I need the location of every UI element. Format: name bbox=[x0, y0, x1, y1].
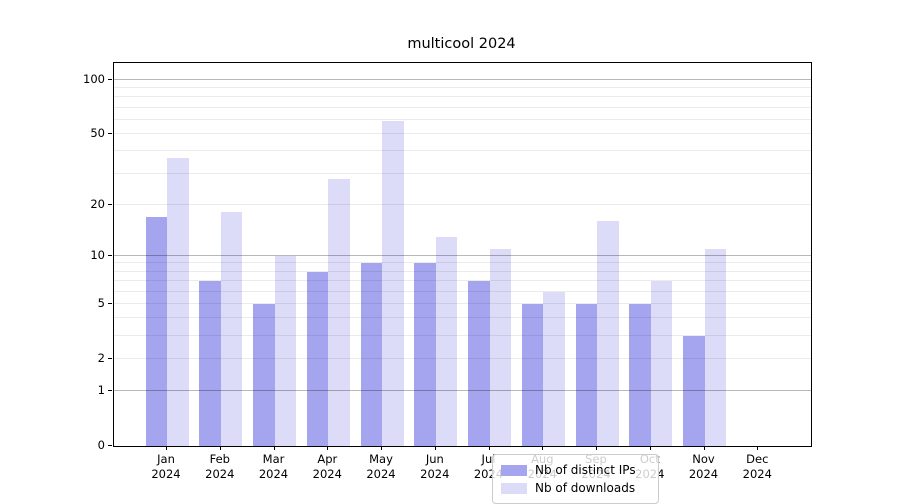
bar-feb-downloads bbox=[220, 212, 243, 446]
gridline-5 bbox=[114, 302, 811, 304]
gridline-1 bbox=[114, 390, 811, 391]
gridline-40 bbox=[114, 150, 811, 152]
x-tick-mark bbox=[703, 446, 705, 450]
y-tick-label-5: 5 bbox=[97, 295, 105, 310]
gridline-8 bbox=[114, 270, 811, 272]
legend-swatch-downloads bbox=[501, 482, 527, 494]
y-tick-label-0: 0 bbox=[97, 438, 105, 452]
gridline-7 bbox=[114, 280, 811, 282]
bar-apr-distinct-ips bbox=[306, 271, 329, 446]
gridline-4 bbox=[114, 317, 811, 319]
bar-mar-distinct-ips bbox=[253, 303, 275, 446]
bar-jan-downloads bbox=[167, 157, 189, 446]
gridline-70 bbox=[114, 106, 811, 108]
y-tick-mark bbox=[108, 203, 112, 205]
gridline-3 bbox=[114, 335, 811, 336]
bar-jul-distinct-ips bbox=[468, 281, 490, 446]
x-tick-mark bbox=[381, 446, 383, 450]
bars-layer bbox=[114, 63, 811, 446]
plot-area: Nb of distinct IPs Nb of downloads bbox=[113, 62, 812, 504]
x-tick-mark bbox=[757, 446, 759, 450]
x-tick-mark bbox=[596, 446, 598, 450]
x-tick-label-feb: Feb 2024 bbox=[205, 452, 235, 481]
bar-jul-downloads bbox=[489, 248, 511, 446]
legend-label-downloads: Nb of downloads bbox=[535, 481, 636, 495]
y-tick-label-20: 20 bbox=[90, 196, 105, 211]
bar-jun-distinct-ips bbox=[414, 263, 436, 446]
y-tick-mark bbox=[108, 78, 112, 81]
gridline-80 bbox=[114, 96, 811, 98]
bar-aug-downloads bbox=[543, 291, 565, 446]
gridline-50 bbox=[114, 133, 811, 135]
bar-oct-distinct-ips bbox=[629, 303, 651, 446]
gridline-60 bbox=[114, 118, 811, 120]
legend: Nb of distinct IPs Nb of downloads bbox=[492, 454, 659, 504]
gridline-10 bbox=[114, 254, 811, 256]
y-tick-mark bbox=[108, 445, 112, 447]
bar-apr-downloads bbox=[328, 178, 350, 446]
bar-sep-distinct-ips bbox=[575, 303, 597, 446]
x-tick-label-jan: Jan 2024 bbox=[151, 452, 181, 481]
y-tick-mark bbox=[108, 254, 112, 256]
gridline-90 bbox=[114, 87, 811, 89]
x-tick-label-nov: Nov 2024 bbox=[688, 452, 719, 481]
y-tick-mark bbox=[108, 390, 112, 392]
y-tick-mark bbox=[108, 357, 112, 360]
gridline-6 bbox=[114, 290, 811, 292]
legend-item-distinct-ips: Nb of distinct IPs bbox=[501, 463, 650, 477]
bar-nov-downloads bbox=[704, 248, 726, 446]
y-tick-label-2: 2 bbox=[97, 350, 105, 365]
x-tick-mark bbox=[219, 446, 221, 450]
x-tick-mark bbox=[327, 446, 329, 450]
legend-label-distinct-ips: Nb of distinct IPs bbox=[535, 463, 636, 477]
bar-jan-distinct-ips bbox=[145, 216, 167, 446]
x-tick-label-jun: Jun 2024 bbox=[420, 452, 450, 481]
legend-item-downloads: Nb of downloads bbox=[501, 481, 650, 495]
x-tick-label-may: May 2024 bbox=[366, 452, 396, 481]
x-tick-mark bbox=[434, 446, 436, 450]
legend-swatch-distinct-ips bbox=[501, 464, 527, 476]
gridline-9 bbox=[114, 262, 811, 264]
bar-aug-distinct-ips bbox=[521, 303, 544, 446]
y-tick-label-10: 10 bbox=[90, 247, 105, 262]
gridline-2 bbox=[114, 357, 811, 359]
y-tick-mark bbox=[108, 133, 112, 135]
x-tick-mark bbox=[488, 446, 490, 450]
chart-title: multicool 2024 bbox=[407, 36, 516, 52]
bar-mar-downloads bbox=[274, 255, 296, 446]
grid-layer bbox=[114, 63, 811, 446]
y-tick-label-1: 1 bbox=[97, 383, 105, 397]
y-tick-label-100: 100 bbox=[83, 71, 105, 86]
bar-may-downloads bbox=[382, 121, 404, 446]
x-tick-mark bbox=[542, 446, 544, 450]
bar-sep-downloads bbox=[597, 221, 619, 446]
y-tick-label-50: 50 bbox=[90, 126, 105, 141]
x-tick-mark bbox=[166, 446, 168, 450]
gridline-100 bbox=[114, 78, 811, 80]
x-tick-label-dec: Dec 2024 bbox=[742, 452, 772, 481]
gridline-20 bbox=[114, 203, 811, 205]
bar-feb-distinct-ips bbox=[199, 281, 221, 446]
x-tick-mark bbox=[649, 446, 651, 450]
y-tick-mark bbox=[108, 302, 112, 305]
x-tick-mark bbox=[273, 446, 275, 450]
bar-nov-distinct-ips bbox=[683, 336, 705, 446]
bar-may-distinct-ips bbox=[360, 263, 382, 446]
gridline-30 bbox=[114, 172, 811, 174]
x-tick-label-mar: Mar 2024 bbox=[258, 452, 289, 481]
bar-oct-downloads bbox=[650, 281, 673, 446]
x-tick-label-apr: Apr 2024 bbox=[312, 452, 342, 481]
bar-jun-downloads bbox=[435, 236, 458, 446]
